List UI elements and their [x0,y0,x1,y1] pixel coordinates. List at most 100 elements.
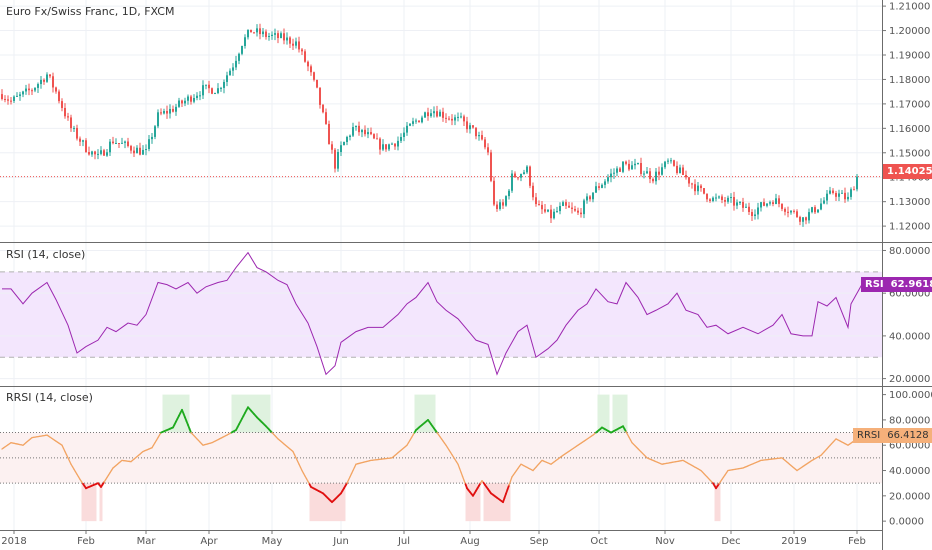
candle [103,148,105,157]
candle [292,38,294,50]
candle [406,121,408,136]
candle [556,206,558,213]
rsi-tag-value: 62.9618 [890,279,932,290]
candle-body [592,192,594,200]
candle-body [199,95,201,97]
candle-body [22,91,24,95]
rrsi-tag-value: 66.4128 [887,430,929,441]
candle-body [7,99,9,101]
candle-body [430,113,432,117]
candle-body [469,125,471,130]
candle-body [703,188,705,194]
oversold-highlight [336,483,340,522]
candle-body [409,123,411,126]
candle [190,94,192,105]
candle-body [604,181,606,185]
candle [46,72,48,83]
candle [586,193,588,204]
candle [343,141,345,146]
candle-body [856,176,858,190]
candle-body [628,163,630,170]
candle-body [805,217,807,221]
candle-body [130,146,132,151]
candle [289,36,291,48]
candle-body [187,96,189,101]
candle-body [799,216,801,222]
candle-body [640,163,642,174]
candle-body [121,142,123,144]
candle [262,27,264,38]
candle [541,200,543,215]
candle [670,157,672,164]
candle-body [541,204,543,210]
candle-body [679,167,681,173]
overbought-highlight [417,394,421,433]
candle [379,137,381,155]
overbought-highlight [624,394,628,433]
candle [601,183,603,189]
candle [661,163,663,176]
candle-body [538,204,540,206]
overbought-highlight [234,394,238,433]
candle-body [241,45,243,54]
candle-body [697,185,699,192]
candle-body [319,87,321,105]
candle-body [646,171,648,174]
candle [469,122,471,134]
rsi-line [2,251,867,376]
time-axis-label: Aug [460,536,480,547]
rrsi-line-segment [460,471,464,477]
candle [496,201,498,212]
candle-body [82,140,84,142]
candle [790,210,792,215]
candle-body [739,202,741,204]
candle [301,47,303,56]
candle [298,36,300,53]
candle-body [775,198,777,204]
overbought-highlight [168,394,172,433]
candle [784,207,786,216]
candle [244,34,246,49]
candle-body [838,193,840,197]
candle [106,148,108,157]
candle-body [193,97,195,102]
rrsi-line-segment [509,476,513,482]
candle [37,82,39,93]
candle [328,120,330,145]
oversold-highlight [468,483,472,522]
candle-body [427,112,429,117]
candle-body [286,37,288,41]
candle-body [451,118,453,121]
candle [136,145,138,154]
candle-body [133,150,135,154]
candle-body [157,112,159,127]
candle [718,195,720,200]
candle-body [238,53,240,61]
candle [442,107,444,122]
candle [148,135,150,152]
candle-body [484,139,486,148]
candle [796,209,798,219]
candle-body [382,144,384,150]
candle-body [478,135,480,137]
candle [514,171,516,178]
candle [79,136,81,146]
candle-body [160,112,162,114]
candle [628,159,630,172]
candle-body [154,126,156,137]
candle [529,165,531,189]
candle [562,200,564,207]
candle-body [835,193,837,197]
candle [775,193,777,205]
candle-body [763,202,765,206]
oversold-highlight [486,483,490,522]
candle-body [124,141,126,143]
candle [799,215,801,226]
candle-body [220,87,222,89]
candle [52,72,54,93]
candle [43,78,45,85]
candle [643,170,645,179]
candle-body [226,75,228,82]
candle-body [709,199,711,201]
